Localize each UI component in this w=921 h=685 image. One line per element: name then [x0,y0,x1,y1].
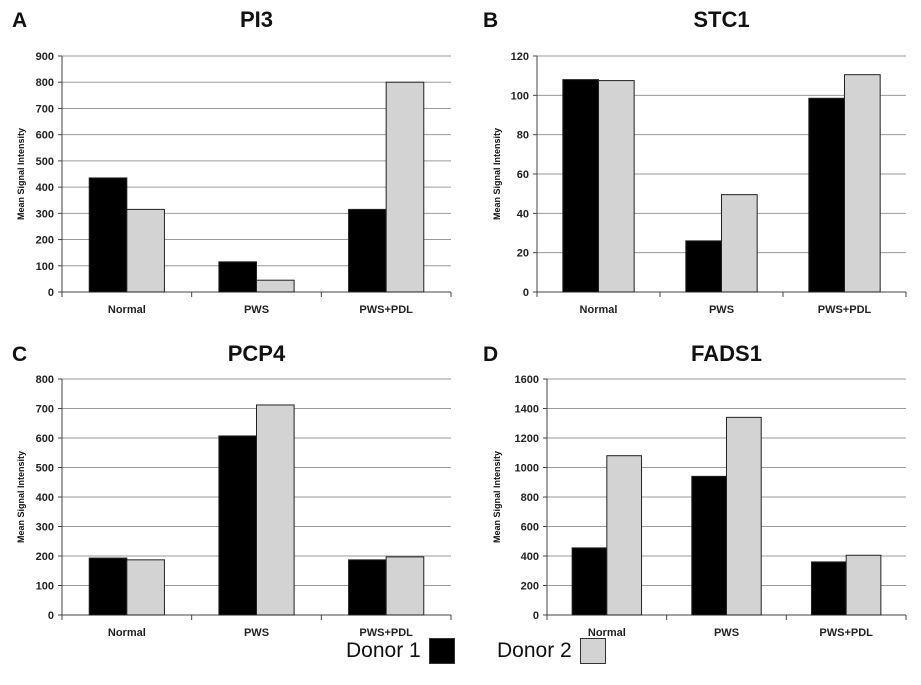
y-axis-label-c: Mean Signal Intensity [16,451,26,543]
y-tick-label-b-100: 100 [511,90,529,102]
panel-letter-a: A [12,9,27,32]
y-tick-label-b-60: 60 [517,169,529,181]
bar-d-series2-1 [726,416,762,616]
bar-b-series1-2 [808,97,846,293]
bar-c-series1-2 [348,559,387,616]
y-tick-label-d-1400: 1400 [515,404,539,416]
y-tick-label-a-700: 700 [36,103,54,115]
legend-swatch-donor-2 [579,638,606,664]
panel-letter-c: C [12,343,27,366]
bar-a-series2-1 [256,279,295,293]
x-tick-label-c-1: PWS [244,627,269,639]
y-tick-label-a-500: 500 [36,156,54,168]
bar-d-series1-1 [691,475,728,616]
y-tick-label-b-120: 120 [511,51,529,63]
bar-d-series2-2 [845,554,882,616]
bar-a-series1-0 [88,177,128,293]
bar-a-series2-0 [126,208,165,293]
y-tick-label-b-0: 0 [523,287,529,299]
y-tick-label-d-0: 0 [533,610,539,622]
bar-c-series1-0 [88,557,128,616]
x-tick-label-a-1: PWS [244,304,269,316]
panel-letter-d: D [483,343,498,366]
bar-a-series1-2 [348,208,387,293]
x-tick-label-d-0: Normal [588,627,626,639]
y-tick-label-a-900: 900 [36,51,54,63]
legend-entry-donor-2: Donor 2 [497,631,606,671]
x-tick-label-c-0: Normal [108,627,146,639]
bar-b-series1-0 [562,79,600,293]
x-tick-label-d-1: PWS [714,627,739,639]
y-tick-label-c-500: 500 [36,463,54,475]
chart-title-d: FADS1 [691,341,762,366]
x-tick-label-c-2: PWS+PDL [359,627,413,639]
bar-a-series1-1 [218,261,257,293]
y-tick-label-c-600: 600 [36,433,54,445]
bar-c-series1-1 [218,435,257,616]
bar-c-series2-1 [256,404,295,616]
y-tick-label-c-700: 700 [36,404,54,416]
panel-letter-b: B [483,9,498,32]
bar-b-series2-0 [598,80,635,293]
bar-d-series2-0 [606,455,643,616]
bar-c-series2-2 [385,556,425,616]
y-tick-label-a-300: 300 [36,208,54,220]
y-axis-label-a: Mean Signal Intensity [16,128,26,220]
y-tick-label-d-200: 200 [521,581,539,593]
y-tick-label-c-200: 200 [36,551,54,563]
y-tick-label-a-600: 600 [36,130,54,142]
x-tick-label-a-2: PWS+PDL [359,304,413,316]
y-tick-label-c-100: 100 [36,581,54,593]
legend: Donor 1 Donor 2 [0,631,921,671]
y-tick-label-d-400: 400 [521,551,539,563]
y-tick-label-a-0: 0 [48,287,54,299]
chart-title-a: PI3 [240,7,273,32]
y-tick-label-d-1000: 1000 [515,463,539,475]
y-tick-label-c-400: 400 [36,492,54,504]
bar-d-series1-2 [810,561,847,616]
y-tick-label-d-1600: 1600 [515,374,539,386]
y-tick-label-b-40: 40 [517,208,529,220]
y-tick-label-b-20: 20 [517,248,529,260]
x-tick-label-b-2: PWS+PDL [818,304,872,316]
x-tick-label-b-1: PWS [709,304,734,316]
y-tick-label-c-800: 800 [36,374,54,386]
x-tick-label-d-2: PWS+PDL [819,627,873,639]
x-tick-label-b-0: Normal [580,304,618,316]
legend-entry-donor-1: Donor 1 [346,631,455,671]
y-tick-label-a-200: 200 [36,235,54,247]
y-tick-label-a-100: 100 [36,261,54,273]
bar-a-series2-2 [385,81,425,293]
bar-b-series2-2 [844,74,881,293]
y-tick-label-a-400: 400 [36,182,54,194]
y-tick-label-d-1200: 1200 [515,433,539,445]
y-tick-label-d-800: 800 [521,492,539,504]
x-tick-label-a-0: Normal [108,304,146,316]
bar-c-series2-0 [126,559,165,616]
y-tick-label-c-300: 300 [36,522,54,534]
y-tick-label-c-0: 0 [48,610,54,622]
y-tick-label-b-80: 80 [517,130,529,142]
y-tick-label-d-600: 600 [521,522,539,534]
chart-title-b: STC1 [693,7,749,32]
bar-b-series1-1 [685,240,723,293]
chart-title-c: PCP4 [228,341,286,366]
legend-label-donor-2: Donor 2 [497,639,572,662]
y-tick-label-a-800: 800 [36,77,54,89]
y-axis-label-b: Mean Signal Intensity [492,128,502,220]
bar-d-series1-0 [571,547,608,616]
bar-b-series2-1 [721,194,758,293]
legend-swatch-donor-1 [428,638,455,664]
y-axis-label-d: Mean Signal Intensity [492,451,502,543]
legend-label-donor-1: Donor 1 [346,639,421,662]
